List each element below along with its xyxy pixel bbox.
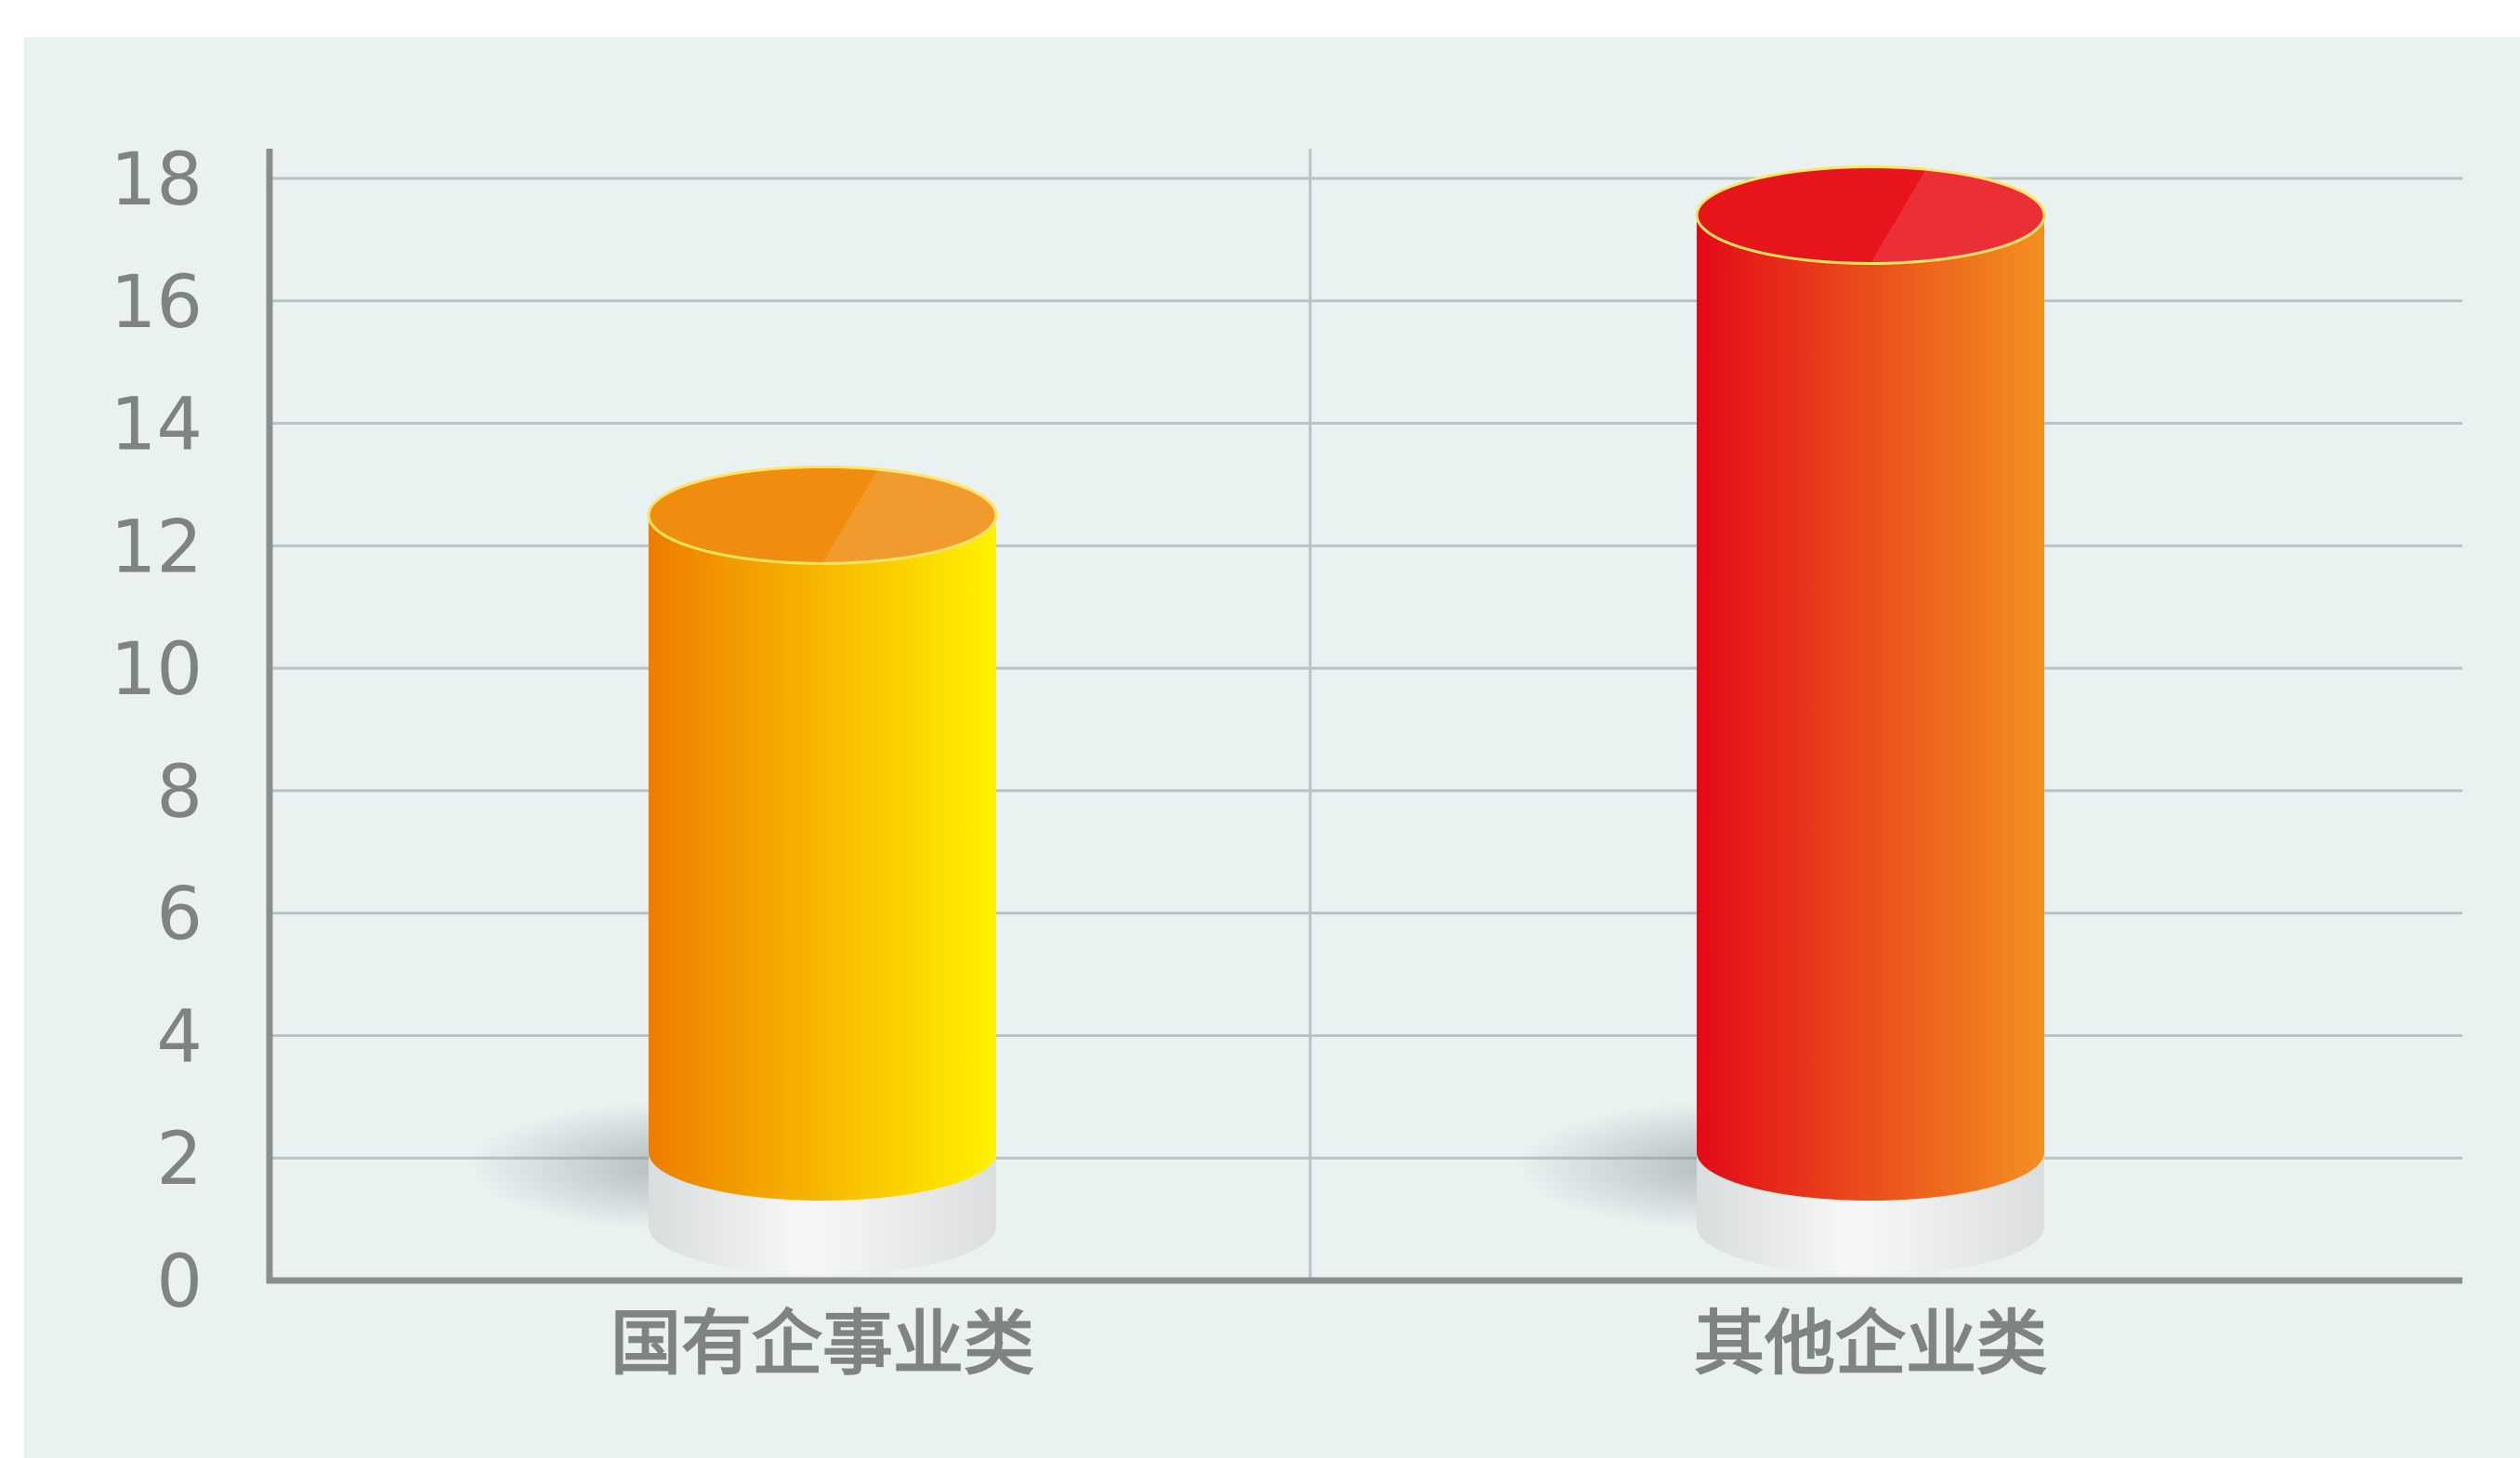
axes xyxy=(266,149,2462,1284)
y-tick-label: 12 xyxy=(111,506,203,589)
y-tick-label: 4 xyxy=(156,995,203,1079)
y-tick-label: 6 xyxy=(156,873,203,957)
bar-top-cap xyxy=(1695,165,2046,266)
bar-cylinder xyxy=(1517,165,2046,1275)
y-tick-label: 18 xyxy=(111,138,203,222)
bar-top-highlight xyxy=(1870,168,2045,264)
x-tick-label: 国有企事业类 xyxy=(610,1302,1034,1385)
x-tick-labels: 国有企事业类 其他企业类 xyxy=(610,1302,2047,1385)
y-tick-label: 0 xyxy=(156,1241,203,1324)
y-tick-labels: 0 2 4 6 8 10 12 14 16 18 xyxy=(111,138,203,1324)
bar-cylinder xyxy=(469,465,998,1275)
x-tick-label: 其他企业类 xyxy=(1694,1302,2047,1385)
y-tick-label: 10 xyxy=(111,628,203,712)
y-tick-label: 2 xyxy=(156,1118,203,1202)
y-tick-label: 8 xyxy=(156,751,203,834)
chart-panel xyxy=(24,37,2520,1458)
bar-top-highlight xyxy=(822,468,997,564)
bars xyxy=(469,165,2046,1275)
y-tick-label: 16 xyxy=(111,261,203,345)
y-tick-label: 14 xyxy=(111,384,203,467)
bar-body xyxy=(649,515,996,1201)
bar-top-cap xyxy=(647,465,998,565)
gridlines xyxy=(269,149,2462,1281)
bar-body xyxy=(1697,215,2044,1202)
